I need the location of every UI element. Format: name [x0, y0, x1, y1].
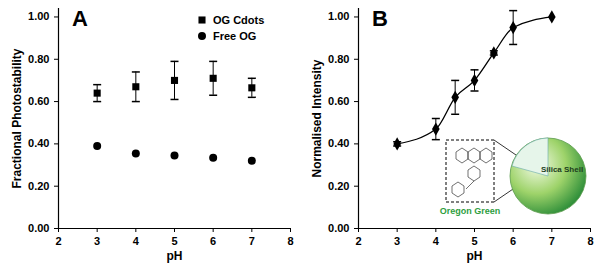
- svg-text:0.20: 0.20: [28, 180, 49, 192]
- svg-text:3: 3: [394, 235, 400, 247]
- svg-text:pH: pH: [467, 249, 483, 263]
- svg-text:0.60: 0.60: [328, 95, 349, 107]
- svg-text:8: 8: [287, 235, 293, 247]
- svg-text:1.00: 1.00: [28, 10, 49, 22]
- svg-text:6: 6: [510, 235, 516, 247]
- html-text:B: B: [372, 6, 388, 31]
- svg-text:5: 5: [171, 235, 177, 247]
- svg-text:0.60: 0.60: [28, 95, 49, 107]
- svg-text:7: 7: [249, 235, 255, 247]
- svg-text:2: 2: [355, 235, 361, 247]
- svg-text:0.40: 0.40: [328, 137, 349, 149]
- svg-text:6: 6: [210, 235, 216, 247]
- svg-text:0.00: 0.00: [28, 222, 49, 234]
- svg-text:3: 3: [94, 235, 100, 247]
- html-text:A: A: [72, 6, 88, 31]
- svg-text:7: 7: [549, 235, 555, 247]
- html-text:OG Cdots: OG Cdots: [213, 14, 265, 26]
- svg-text:Oregon Green: Oregon Green: [440, 206, 501, 216]
- svg-text:pH: pH: [167, 249, 183, 263]
- svg-text:0.20: 0.20: [328, 180, 349, 192]
- svg-text:0.80: 0.80: [328, 53, 349, 65]
- svg-text:Silica Shell: Silica Shell: [541, 165, 583, 174]
- svg-text:2: 2: [55, 235, 61, 247]
- svg-text:0.80: 0.80: [28, 53, 49, 65]
- svg-text:5: 5: [471, 235, 477, 247]
- html-text:Free OG: Free OG: [213, 30, 257, 42]
- svg-text:1.00: 1.00: [328, 10, 349, 22]
- svg-text:4: 4: [133, 235, 140, 247]
- svg-text:0.40: 0.40: [28, 137, 49, 149]
- svg-text:8: 8: [587, 235, 593, 247]
- svg-text:Fractional Photostability: Fractional Photostability: [10, 48, 24, 188]
- svg-text:0.00: 0.00: [328, 222, 349, 234]
- svg-text:4: 4: [433, 235, 440, 247]
- svg-text:Normalised Intensity: Normalised Intensity: [310, 59, 324, 177]
